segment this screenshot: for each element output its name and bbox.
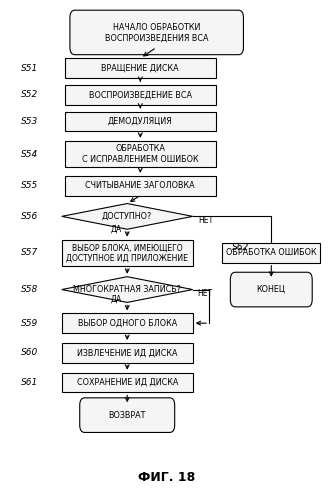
Text: S51: S51 — [21, 64, 38, 72]
Bar — [62, 343, 193, 362]
Text: ДА: ДА — [111, 295, 122, 304]
Bar — [222, 243, 320, 263]
Bar — [65, 85, 215, 104]
Bar — [65, 112, 215, 132]
Polygon shape — [62, 204, 193, 229]
Text: НАЧАЛО ОБРАБОТКИ
ВОСПРОИЗВЕДЕНИЯ ВСА: НАЧАЛО ОБРАБОТКИ ВОСПРОИЗВЕДЕНИЯ ВСА — [105, 22, 208, 42]
Text: S54: S54 — [21, 150, 38, 158]
Text: ОБРАБОТКА ОШИБОК: ОБРАБОТКА ОШИБОК — [226, 248, 317, 258]
Text: КОНЕЦ: КОНЕЦ — [257, 285, 286, 294]
Polygon shape — [62, 276, 193, 302]
Bar — [65, 140, 215, 168]
Text: ДА: ДА — [111, 224, 122, 233]
Text: ВЫБОР БЛОКА, ИМЕЮЩЕГО
ДОСТУПНОЕ ИД ПРИЛОЖЕНИЕ: ВЫБОР БЛОКА, ИМЕЮЩЕГО ДОСТУПНОЕ ИД ПРИЛО… — [66, 244, 188, 262]
Bar — [65, 58, 215, 78]
FancyBboxPatch shape — [230, 272, 312, 307]
Text: НЕТ: НЕТ — [197, 288, 213, 298]
Text: ФИГ. 18: ФИГ. 18 — [138, 471, 195, 484]
Bar — [62, 240, 193, 266]
Text: ДОСТУПНО?: ДОСТУПНО? — [102, 212, 152, 221]
Text: S60: S60 — [21, 348, 38, 358]
Text: ОБРАБОТКА
С ИСПРАВЛЕНИЕМ ОШИБОК: ОБРАБОТКА С ИСПРАВЛЕНИЕМ ОШИБОК — [82, 144, 198, 164]
Text: S62: S62 — [232, 243, 249, 252]
Text: ВРАЩЕНИЕ ДИСКА: ВРАЩЕНИЕ ДИСКА — [102, 64, 179, 72]
Bar — [62, 372, 193, 392]
Text: S61: S61 — [21, 378, 38, 387]
Text: ВОСПРОИЗВЕДЕНИЕ ВСА: ВОСПРОИЗВЕДЕНИЕ ВСА — [89, 90, 192, 99]
Text: S56: S56 — [21, 212, 38, 221]
Text: S55: S55 — [21, 181, 38, 190]
Text: МНОГОКРАТНАЯ ЗАПИСЬ?: МНОГОКРАТНАЯ ЗАПИСЬ? — [73, 285, 181, 294]
Text: СОХРАНЕНИЕ ИД ДИСКА: СОХРАНЕНИЕ ИД ДИСКА — [77, 378, 178, 387]
Text: СЧИТЫВАНИЕ ЗАГОЛОВКА: СЧИТЫВАНИЕ ЗАГОЛОВКА — [86, 181, 195, 190]
Text: ВОЗВРАТ: ВОЗВРАТ — [109, 410, 146, 420]
Text: ИЗВЛЕЧЕНИЕ ИД ДИСКА: ИЗВЛЕЧЕНИЕ ИД ДИСКА — [77, 348, 177, 358]
Bar — [62, 314, 193, 333]
Text: S52: S52 — [21, 90, 38, 99]
Text: НЕТ: НЕТ — [198, 216, 213, 225]
Text: S58: S58 — [21, 285, 38, 294]
FancyBboxPatch shape — [80, 398, 175, 432]
Text: S53: S53 — [21, 117, 38, 126]
Text: ВЫБОР ОДНОГО БЛОКА: ВЫБОР ОДНОГО БЛОКА — [78, 318, 177, 328]
Text: ДЕМОДУЛЯЦИЯ: ДЕМОДУЛЯЦИЯ — [108, 117, 173, 126]
Bar — [65, 176, 215, 196]
Text: S59: S59 — [21, 318, 38, 328]
FancyBboxPatch shape — [70, 10, 243, 54]
Text: S57: S57 — [21, 248, 38, 258]
